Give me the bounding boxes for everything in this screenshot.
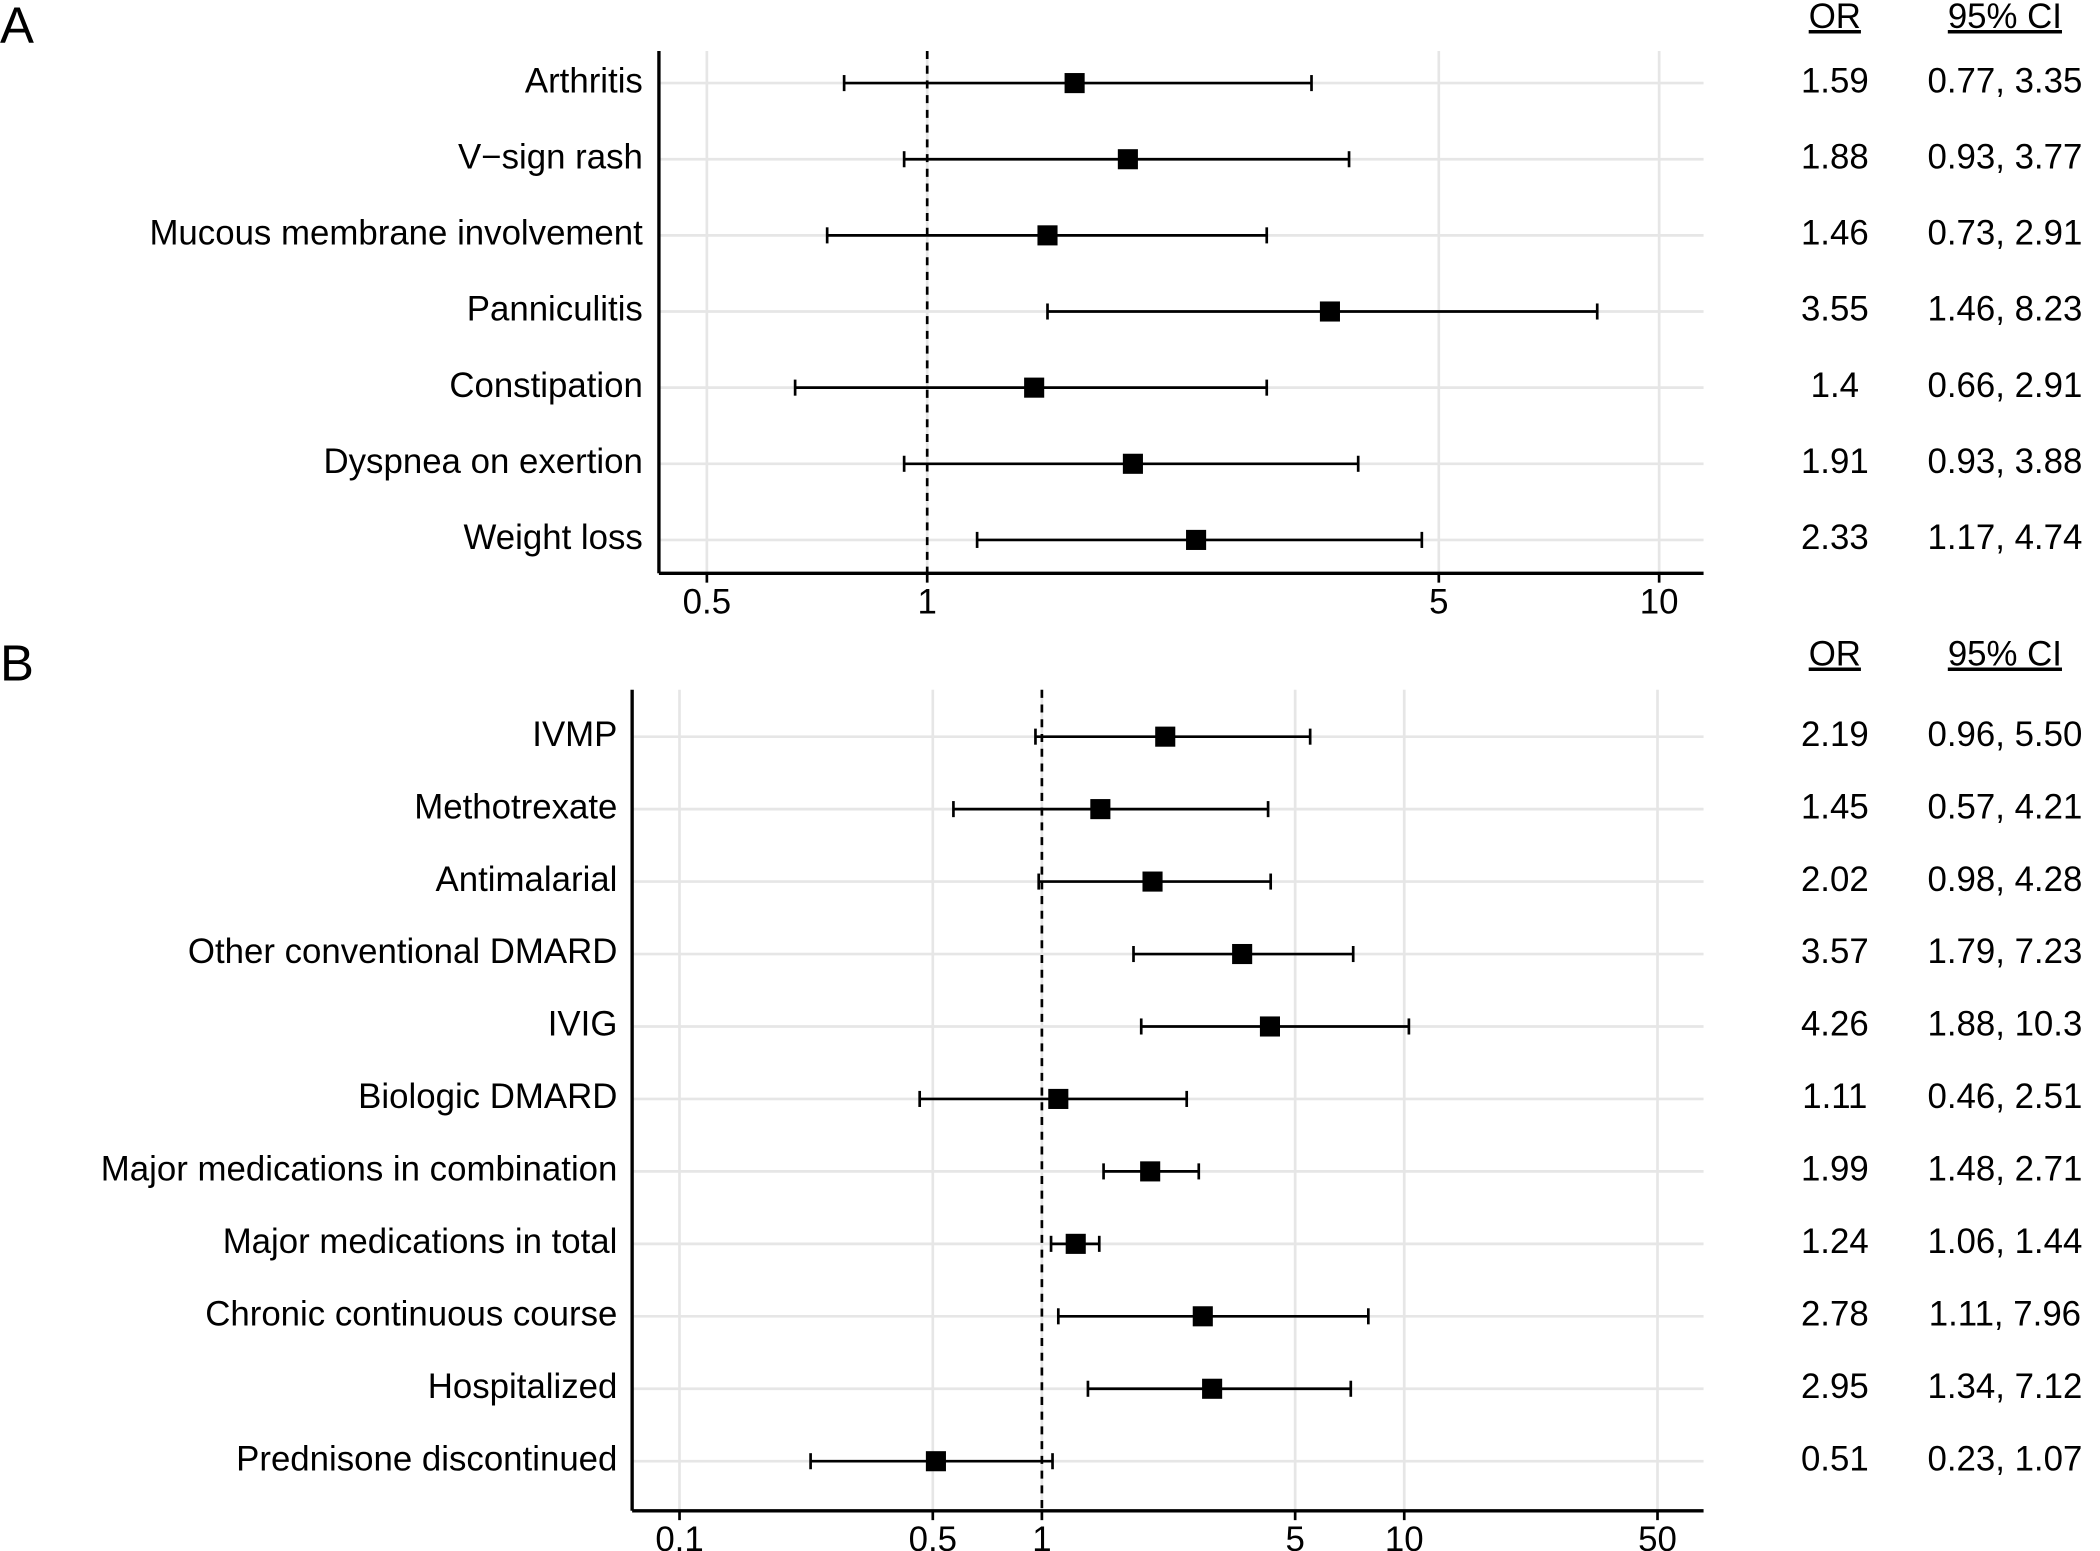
ci-value: 0.93, 3.88: [1927, 442, 2082, 481]
ci-value: 0.66, 2.91: [1927, 366, 2082, 405]
column-header: 95% CI: [1948, 0, 2062, 36]
panel-label: B: [0, 634, 34, 691]
row-label: Antimalarial: [436, 860, 618, 899]
row-label: Hospitalized: [428, 1367, 618, 1406]
or-value: 1.88: [1801, 137, 1869, 176]
or-value: 1.45: [1801, 787, 1869, 826]
row-label: Methotrexate: [414, 787, 617, 826]
ci-value: 1.79, 7.23: [1927, 932, 2082, 971]
or-value: 1.91: [1801, 442, 1869, 481]
point-estimate: [1319, 301, 1340, 322]
or-value: 4.26: [1801, 1005, 1869, 1044]
x-tick-label: 5: [1429, 582, 1448, 621]
x-tick-label: 0.1: [655, 1520, 703, 1551]
column-header: 95% CI: [1948, 635, 2062, 674]
ci-value: 1.17, 4.74: [1927, 518, 2082, 557]
row-label: IVMP: [532, 715, 617, 754]
ci-value: 0.98, 4.28: [1927, 860, 2082, 899]
ci-value: 1.88, 10.3: [1927, 1005, 2082, 1044]
point-estimate: [1117, 149, 1138, 170]
point-estimate: [1065, 1233, 1086, 1254]
x-tick-label: 1: [918, 582, 937, 621]
row-label: Panniculitis: [467, 290, 643, 329]
column-header: OR: [1809, 0, 1861, 36]
x-tick-label: 1: [1032, 1520, 1051, 1551]
point-estimate: [1090, 799, 1111, 820]
row-label: Constipation: [449, 366, 643, 405]
point-estimate: [1155, 726, 1176, 747]
row-label: Biologic DMARD: [358, 1077, 617, 1116]
row-label: V−sign rash: [458, 137, 643, 176]
or-value: 3.57: [1801, 932, 1869, 971]
ci-value: 0.23, 1.07: [1927, 1439, 2082, 1478]
point-estimate: [1259, 1016, 1280, 1037]
x-tick-label: 5: [1285, 1520, 1304, 1551]
or-value: 2.02: [1801, 860, 1869, 899]
or-value: 0.51: [1801, 1439, 1869, 1478]
point-estimate: [1048, 1088, 1069, 1109]
or-value: 2.95: [1801, 1367, 1869, 1406]
row-label: Prednisone discontinued: [236, 1439, 617, 1478]
row-label: Weight loss: [464, 518, 643, 557]
panel-label: A: [0, 0, 34, 54]
or-value: 1.11: [1802, 1077, 1867, 1116]
row-label: Arthritis: [525, 61, 643, 100]
or-value: 1.46: [1801, 214, 1869, 253]
point-estimate: [1232, 943, 1253, 965]
or-value: 1.24: [1801, 1222, 1869, 1261]
ci-value: 0.57, 4.21: [1927, 787, 2082, 826]
ci-value: 0.77, 3.35: [1927, 61, 2082, 100]
row-label: Other conventional DMARD: [188, 932, 618, 971]
or-value: 1.99: [1801, 1150, 1869, 1189]
x-tick-label: 50: [1638, 1520, 1677, 1551]
ci-value: 0.96, 5.50: [1927, 715, 2082, 754]
ci-value: 0.73, 2.91: [1927, 214, 2082, 253]
or-value: 2.19: [1801, 715, 1869, 754]
point-estimate: [925, 1451, 946, 1472]
point-estimate: [1202, 1378, 1223, 1399]
row-label: IVIG: [548, 1005, 618, 1044]
or-value: 2.33: [1801, 518, 1869, 557]
point-estimate: [1122, 453, 1143, 474]
or-value: 1.4: [1811, 366, 1859, 405]
column-header: OR: [1809, 635, 1861, 674]
ci-value: 1.34, 7.12: [1927, 1367, 2082, 1406]
ci-value: 1.06, 1.44: [1927, 1222, 2082, 1261]
ci-value: 1.46, 8.23: [1927, 290, 2082, 329]
point-estimate: [1186, 529, 1207, 550]
point-estimate: [1064, 73, 1085, 94]
x-tick-label: 10: [1640, 582, 1679, 621]
x-tick-label: 10: [1385, 1520, 1424, 1551]
row-label: Chronic continuous course: [205, 1295, 617, 1334]
x-tick-label: 0.5: [909, 1520, 957, 1551]
or-value: 1.59: [1801, 61, 1869, 100]
or-value: 2.78: [1801, 1295, 1869, 1334]
point-estimate: [1142, 871, 1163, 892]
ci-value: 0.93, 3.77: [1927, 137, 2082, 176]
ci-value: 1.11, 7.96: [1929, 1295, 2081, 1334]
point-estimate: [1037, 225, 1058, 246]
row-label: Mucous membrane involvement: [149, 214, 643, 253]
ci-value: 1.48, 2.71: [1927, 1150, 2082, 1189]
or-value: 3.55: [1801, 290, 1869, 329]
point-estimate: [1024, 377, 1045, 398]
row-label: Major medications in total: [223, 1222, 618, 1261]
row-label: Major medications in combination: [101, 1150, 618, 1189]
point-estimate: [1140, 1161, 1161, 1182]
row-label: Dyspnea on exertion: [324, 442, 643, 481]
x-tick-label: 0.5: [683, 582, 731, 621]
point-estimate: [1192, 1306, 1213, 1327]
ci-value: 0.46, 2.51: [1927, 1077, 2082, 1116]
